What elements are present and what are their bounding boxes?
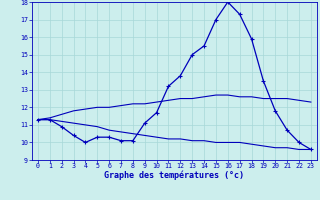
X-axis label: Graphe des températures (°c): Graphe des températures (°c) [104,171,244,180]
